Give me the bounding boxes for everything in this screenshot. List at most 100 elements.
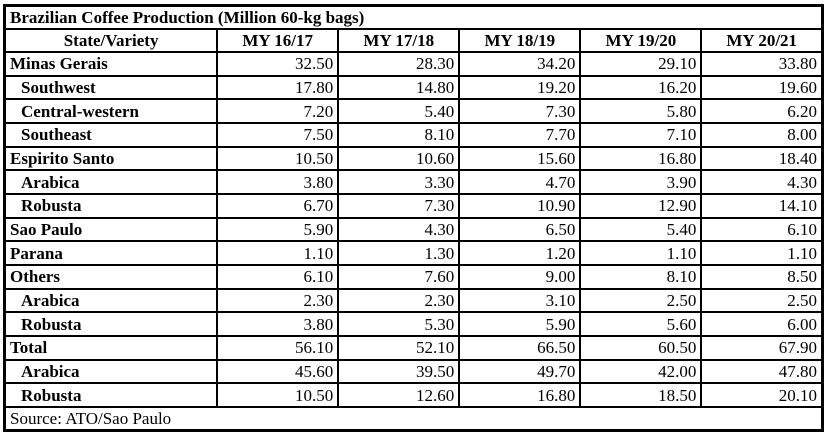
value-cell: 16.80 [458,382,582,408]
value-cell: 18.40 [700,145,824,172]
table-row: Others 6.10 7.60 9.00 8.10 8.50 [3,263,824,290]
value-cell: 6.10 [216,263,340,290]
value-cell: 3.10 [458,287,582,314]
value-cell: 5.40 [337,98,461,124]
value-cell: 8.10 [579,263,703,290]
value-cell: 67.90 [700,334,824,361]
value-cell: 7.30 [458,98,582,124]
value-cell: 2.50 [700,287,824,314]
table-row: Sao Paulo 5.90 4.30 6.50 5.40 6.10 [3,216,824,243]
table-row: Southeast 7.50 8.10 7.70 7.10 8.00 [3,121,824,148]
row-label: Robusta [3,311,219,337]
value-cell: 7.30 [337,192,461,219]
source-note: Source: ATO/Sao Paulo [3,406,824,432]
table-row: Arabica 2.30 2.30 3.10 2.50 2.50 [3,287,824,314]
column-header: MY 16/17 [216,28,340,53]
table-row: Robusta 3.80 5.30 5.90 5.60 6.00 [3,311,824,337]
value-cell: 10.60 [337,145,461,172]
value-cell: 15.60 [458,145,582,172]
value-cell: 8.00 [700,121,824,148]
value-cell: 10.50 [216,145,340,172]
source-row: Source: ATO/Sao Paulo [3,406,824,432]
value-cell: 2.30 [337,287,461,314]
value-cell: 3.90 [579,169,703,195]
header-row: State/Variety MY 16/17 MY 17/18 MY 18/19 MY … [3,28,824,53]
row-label: Sao Paulo [3,216,219,243]
value-cell: 2.50 [579,287,703,314]
value-cell: 4.30 [337,216,461,243]
value-cell: 3.80 [216,311,340,337]
value-cell: 3.80 [216,169,340,195]
row-label: Total [3,334,219,361]
value-cell: 5.60 [579,311,703,337]
table-row: Parana 1.10 1.30 1.20 1.10 1.10 [3,240,824,266]
value-cell: 32.50 [216,51,340,77]
value-cell: 5.40 [579,216,703,243]
value-cell: 66.50 [458,334,582,361]
value-cell: 7.70 [458,121,582,148]
value-cell: 10.50 [216,382,340,408]
value-cell: 16.20 [579,74,703,101]
value-cell: 14.80 [337,74,461,101]
value-cell: 10.90 [458,192,582,219]
value-cell: 42.00 [579,358,703,385]
table-row: Robusta 6.70 7.30 10.90 12.90 14.10 [3,192,824,219]
row-label: Arabica [3,287,219,314]
value-cell: 29.10 [579,51,703,77]
value-cell: 6.00 [700,311,824,337]
row-label: Arabica [3,169,219,195]
column-header: State/Variety [3,28,219,53]
value-cell: 20.10 [700,382,824,408]
value-cell: 7.20 [216,98,340,124]
title-row: Brazilian Coffee Production (Million 60-… [3,4,824,30]
value-cell: 5.30 [337,311,461,337]
value-cell: 5.90 [458,311,582,337]
value-cell: 6.10 [700,216,824,243]
row-label: Central-western [3,98,219,124]
table-row: Arabica 45.60 39.50 49.70 42.00 47.80 [3,358,824,385]
value-cell: 1.20 [458,240,582,266]
column-header: MY 19/20 [579,28,703,53]
row-label: Arabica [3,358,219,385]
table-body: Minas Gerais 32.50 28.30 34.20 29.10 33.80 Sou… [3,51,824,408]
value-cell: 8.50 [700,263,824,290]
row-label: Minas Gerais [3,51,219,77]
value-cell: 9.00 [458,263,582,290]
value-cell: 3.30 [337,169,461,195]
value-cell: 6.20 [700,98,824,124]
value-cell: 1.10 [579,240,703,266]
value-cell: 47.80 [700,358,824,385]
table-title: Brazilian Coffee Production (Million 60-… [3,4,824,30]
row-label: Southwest [3,74,219,101]
value-cell: 19.60 [700,74,824,101]
value-cell: 19.20 [458,74,582,101]
value-cell: 60.50 [579,334,703,361]
value-cell: 18.50 [579,382,703,408]
value-cell: 16.80 [579,145,703,172]
value-cell: 49.70 [458,358,582,385]
column-header: MY 18/19 [458,28,582,53]
value-cell: 12.90 [579,192,703,219]
column-header: MY 20/21 [700,28,824,53]
value-cell: 33.80 [700,51,824,77]
value-cell: 6.70 [216,192,340,219]
value-cell: 2.30 [216,287,340,314]
value-cell: 12.60 [337,382,461,408]
value-cell: 4.30 [700,169,824,195]
value-cell: 1.10 [216,240,340,266]
value-cell: 1.30 [337,240,461,266]
value-cell: 52.10 [337,334,461,361]
row-label: Parana [3,240,219,266]
value-cell: 5.90 [216,216,340,243]
table-row: Arabica 3.80 3.30 4.70 3.90 4.30 [3,169,824,195]
value-cell: 1.10 [700,240,824,266]
value-cell: 14.10 [700,192,824,219]
value-cell: 7.60 [337,263,461,290]
coffee-production-table: Brazilian Coffee Production (Million 60-… [3,4,824,432]
row-label: Espirito Santo [3,145,219,172]
value-cell: 17.80 [216,74,340,101]
value-cell: 7.10 [579,121,703,148]
row-label: Robusta [3,192,219,219]
table-row: Total 56.10 52.10 66.50 60.50 67.90 [3,334,824,361]
